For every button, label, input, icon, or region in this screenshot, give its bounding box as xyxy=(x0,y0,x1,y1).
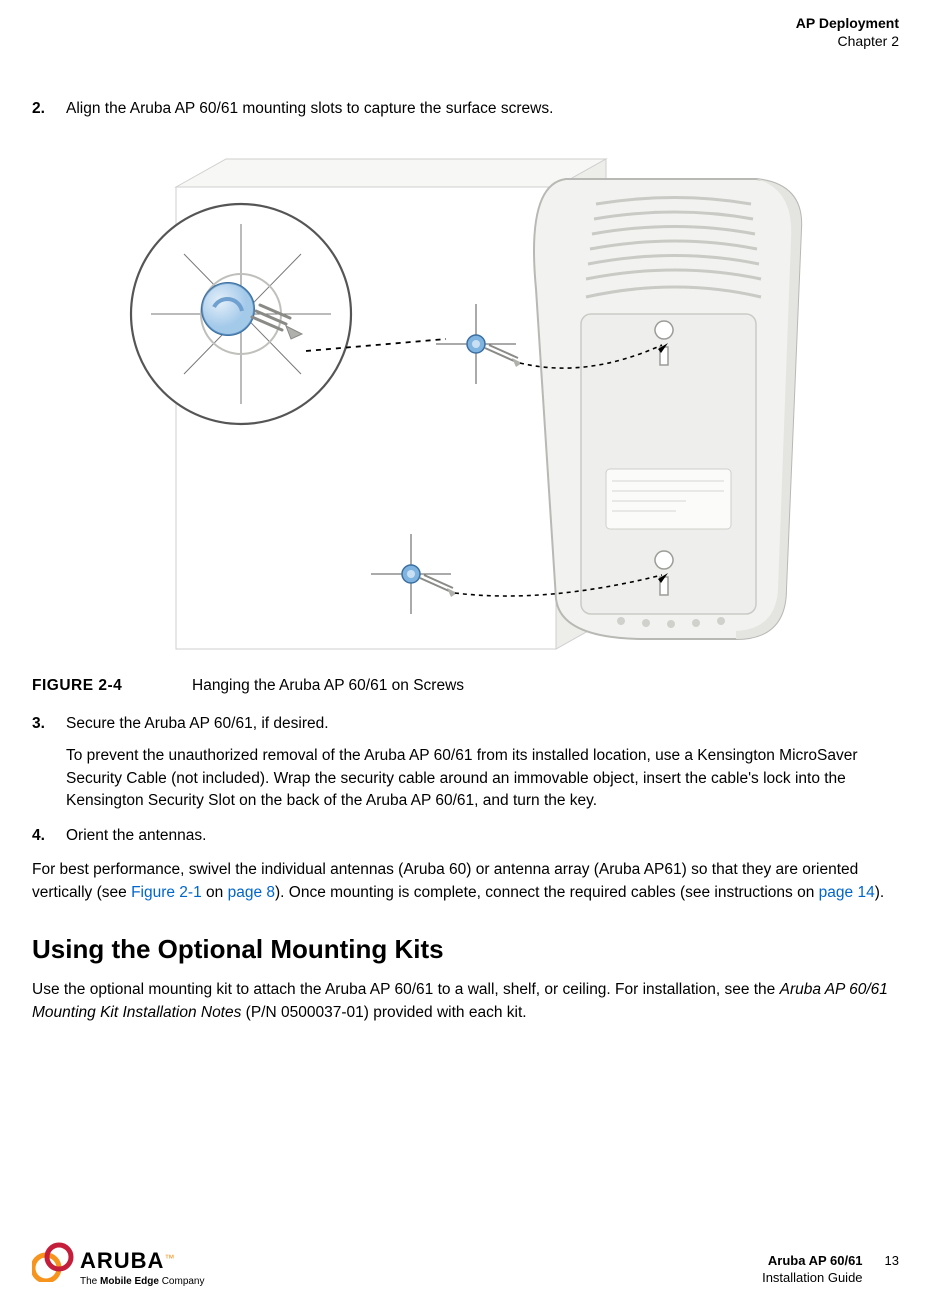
text-run: on xyxy=(202,884,228,901)
doc-subtitle: Installation Guide xyxy=(762,1269,862,1287)
text-run: Mobile Edge xyxy=(100,1276,159,1287)
page-content: 2. Align the Aruba AP 60/61 mounting slo… xyxy=(32,50,899,1024)
trademark-icon: ™ xyxy=(164,1254,174,1265)
text-run: Company xyxy=(159,1276,205,1287)
text-run: ). xyxy=(875,884,884,901)
header-title: AP Deployment xyxy=(32,14,899,32)
link-page-8[interactable]: page 8 xyxy=(228,884,275,901)
figure-label: FIGURE 2-4 xyxy=(32,677,192,695)
step-text: Orient the antennas. xyxy=(66,825,899,847)
footer-right: Aruba AP 60/61 Installation Guide 13 xyxy=(762,1252,899,1287)
header-chapter: Chapter 2 xyxy=(32,32,899,50)
step-4: 4. Orient the antennas. xyxy=(32,825,899,847)
step-number: 3. xyxy=(32,713,66,813)
mounting-diagram xyxy=(106,139,826,669)
text-run: Use the optional mounting kit to attach … xyxy=(32,981,780,998)
section-heading-mounting-kits: Using the Optional Mounting Kits xyxy=(32,934,899,965)
text-run: The xyxy=(80,1276,100,1287)
antenna-orientation-paragraph: For best performance, swivel the individ… xyxy=(32,859,899,904)
logo-text: ARUBA xyxy=(80,1248,164,1273)
page-header: AP Deployment Chapter 2 xyxy=(32,0,899,50)
step-3: 3. Secure the Aruba AP 60/61, if desired… xyxy=(32,713,899,813)
mounting-kits-paragraph: Use the optional mounting kit to attach … xyxy=(32,979,899,1024)
step-2: 2. Align the Aruba AP 60/61 mounting slo… xyxy=(32,98,899,120)
step-number: 4. xyxy=(32,825,66,847)
step-body: To prevent the unauthorized removal of t… xyxy=(66,745,899,812)
step-text: Align the Aruba AP 60/61 mounting slots … xyxy=(66,98,899,120)
link-page-14[interactable]: page 14 xyxy=(819,884,875,901)
page-number: 13 xyxy=(885,1252,899,1270)
figure-caption: FIGURE 2-4 Hanging the Aruba AP 60/61 on… xyxy=(32,677,899,695)
figure-2-4-illustration xyxy=(32,139,899,669)
step-text: Secure the Aruba AP 60/61, if desired. xyxy=(66,713,899,735)
aruba-logo-icon xyxy=(32,1242,74,1287)
text-run: (P/N 0500037-01) provided with each kit. xyxy=(241,1004,526,1021)
logo-tagline: The Mobile Edge Company xyxy=(80,1276,205,1287)
link-figure-2-1[interactable]: Figure 2-1 xyxy=(131,884,202,901)
aruba-logo: ARUBA™ The Mobile Edge Company xyxy=(32,1242,205,1287)
doc-title: Aruba AP 60/61 xyxy=(768,1253,863,1268)
page-footer: ARUBA™ The Mobile Edge Company Aruba AP … xyxy=(32,1242,899,1287)
text-run: ). Once mounting is complete, connect th… xyxy=(275,884,819,901)
figure-caption-text: Hanging the Aruba AP 60/61 on Screws xyxy=(192,677,464,695)
step-number: 2. xyxy=(32,98,66,120)
